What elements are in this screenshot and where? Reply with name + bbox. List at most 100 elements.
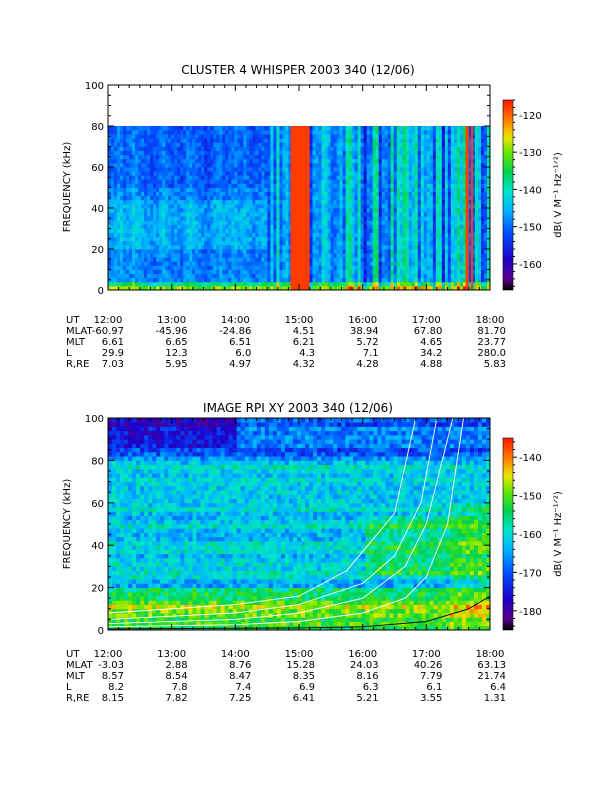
spectrogram-cell: [123, 232, 127, 238]
spectrogram-cell: [126, 220, 130, 225]
spectrogram-cell: [120, 142, 124, 147]
spectrogram-cell: [471, 183, 476, 188]
spectrogram-cell: [213, 285, 217, 291]
spectrogram-cell: [204, 183, 208, 188]
spectrogram-cell: [177, 249, 181, 254]
spectrogram-cell: [330, 244, 334, 250]
spectrogram-cell: [156, 167, 160, 172]
spectrogram-cell: [201, 191, 205, 197]
spectrogram-cell: [333, 138, 337, 143]
spectrogram-cell: [117, 195, 121, 201]
spectrogram-cell: [126, 236, 130, 242]
spectrogram-cell: [228, 158, 232, 164]
spectrogram-cell: [138, 216, 142, 221]
spectrogram-cell: [474, 273, 479, 279]
spectrogram-cell: [258, 212, 262, 217]
spectrogram-cell: [147, 253, 151, 258]
spectrogram-cell: [186, 273, 190, 279]
spectrogram-cell: [399, 199, 404, 205]
spectrogram-cell: [174, 240, 178, 246]
spectrogram-cell: [264, 240, 268, 246]
spectrogram-cell: [183, 208, 187, 213]
spectrogram-cell: [471, 154, 476, 160]
spectrogram-cell: [477, 138, 482, 143]
spectrogram-cell: [156, 183, 160, 188]
spectrogram-cell: [444, 195, 449, 201]
spectrogram-cell: [366, 273, 371, 279]
spectrogram-cell: [108, 138, 112, 143]
spectrogram-cell: [438, 208, 443, 213]
spectrogram-cell: [315, 199, 319, 205]
spectrogram-cell: [369, 281, 374, 287]
spectrogram-cell: [384, 244, 389, 250]
spectrogram-cell: [270, 154, 274, 160]
spectrogram-cell: [459, 187, 464, 192]
spectrogram-cell: [321, 179, 325, 184]
spectrogram-cell: [345, 253, 350, 258]
spectrogram-cell: [480, 179, 485, 184]
spectrogram-cell: [282, 212, 286, 217]
spectrogram-cell: [330, 183, 334, 188]
spectrogram-cell: [447, 285, 452, 291]
spectrogram-cell: [438, 138, 443, 143]
spectrogram-cell: [399, 158, 404, 164]
spectrogram-cell: [450, 175, 455, 180]
spectrogram-cell: [318, 265, 322, 270]
spectrogram-cell: [177, 203, 181, 209]
spectrogram-cell: [135, 171, 139, 176]
spectrogram-cell: [132, 244, 136, 250]
spectrogram-cell: [336, 249, 341, 254]
spectrogram-cell: [384, 171, 389, 176]
spectrogram-cell: [321, 138, 325, 143]
spectrogram-cell: [246, 261, 250, 266]
spectrogram-cell: [396, 154, 401, 160]
spectrogram-cell: [339, 273, 344, 279]
spectrogram-cell: [141, 281, 145, 287]
spectrogram-cell: [168, 244, 172, 250]
spectrogram-cell: [420, 154, 425, 160]
spectrogram-cell: [474, 224, 479, 229]
spectrogram-cell: [213, 261, 217, 266]
spectrogram-cell: [339, 244, 344, 250]
spectrogram-cell: [255, 195, 259, 201]
spectrogram-cell: [330, 195, 334, 201]
spectrogram-cell: [462, 269, 467, 274]
spectrogram-cell: [132, 203, 136, 209]
spectrogram-cell: [318, 130, 322, 135]
spectrogram-cell: [108, 253, 112, 258]
spectrogram-cell: [243, 171, 247, 176]
spectrogram-cell: [198, 228, 202, 233]
spectrogram-cell: [276, 171, 280, 176]
spectrogram-cell: [477, 146, 482, 151]
spectrogram-cell: [327, 224, 331, 229]
spectrogram-cell: [195, 212, 199, 217]
spectrogram-cell: [468, 208, 473, 213]
spectrogram-cell: [369, 191, 374, 197]
spectrogram-cell: [183, 269, 187, 274]
spectrogram-cell: [444, 142, 449, 147]
spectrogram-cell: [267, 162, 271, 168]
spectrogram-cell: [360, 126, 365, 131]
spectrogram-cell: [129, 220, 133, 225]
spectrogram-cell: [246, 138, 250, 143]
spectrogram-cell: [402, 187, 407, 192]
spectrogram-cell: [435, 175, 440, 180]
spectrogram-cell: [312, 203, 316, 209]
spectrogram-cell: [432, 175, 437, 180]
spectrogram-cell: [264, 162, 268, 168]
spectrogram-cell: [372, 134, 377, 139]
spectrogram-cell: [123, 179, 127, 184]
spectrogram-cell: [357, 154, 362, 160]
spectrogram-cell: [315, 130, 319, 135]
spectrogram-cell: [147, 142, 151, 147]
spectrogram-cell: [417, 212, 422, 217]
spectrogram-cell: [315, 281, 319, 287]
spectrogram-cell: [456, 191, 461, 197]
spectrogram-cell: [372, 158, 377, 164]
spectrogram-cell: [387, 126, 392, 131]
spectrogram-cell: [396, 162, 401, 168]
spectrogram-cell: [441, 244, 446, 250]
spectrogram-cell: [471, 220, 476, 225]
spectrogram-cell: [453, 212, 458, 217]
spectrogram-cell: [228, 257, 232, 262]
